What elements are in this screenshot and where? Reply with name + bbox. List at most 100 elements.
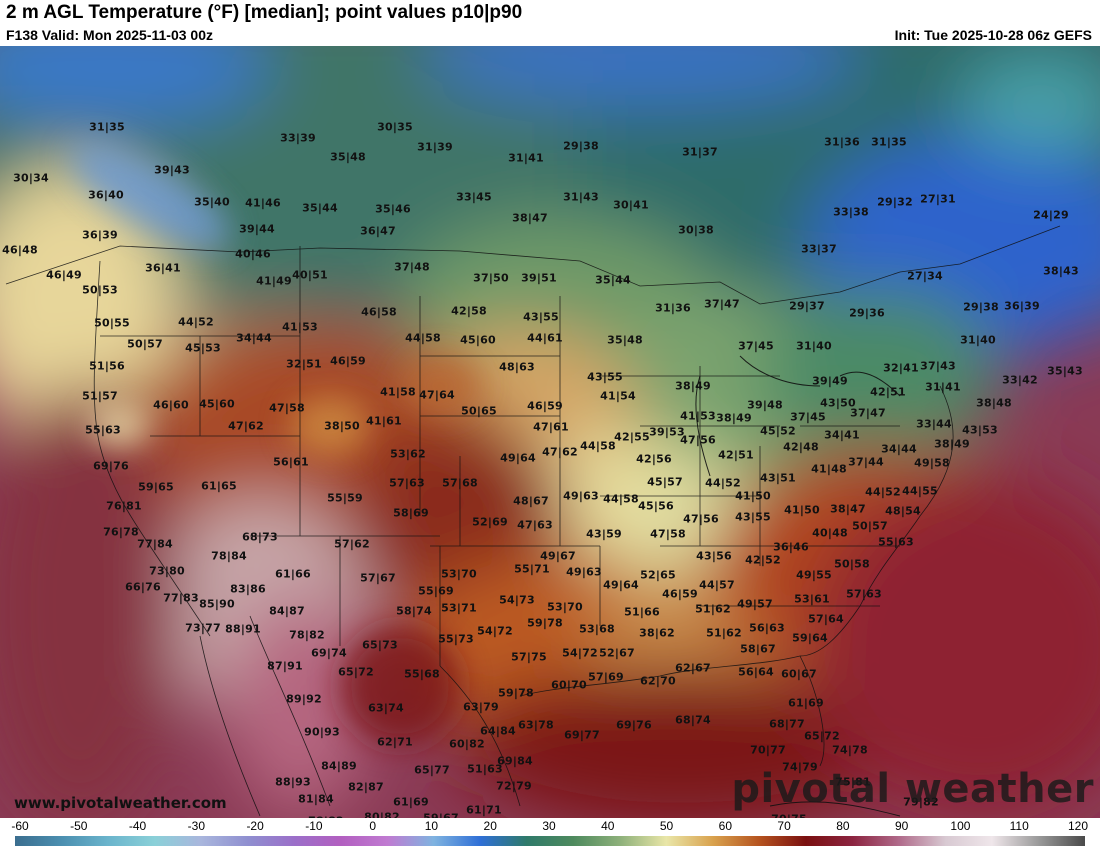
- point-value-label: 78|82: [289, 628, 325, 642]
- colorbar-tick: -30: [187, 819, 205, 833]
- point-value-label: 45|53: [185, 341, 221, 355]
- point-value-label: 47|61: [533, 420, 569, 434]
- point-value-label: 36|40: [88, 188, 124, 202]
- point-value-label: 68|74: [675, 713, 711, 727]
- point-value-label: 37|47: [704, 297, 740, 311]
- point-value-label: 29|36: [849, 306, 885, 320]
- point-value-label: 59|78: [498, 686, 534, 700]
- point-value-label: 43|55: [587, 370, 623, 384]
- point-value-label: 32|41: [883, 361, 919, 375]
- point-value-label: 39|43: [154, 163, 190, 177]
- point-value-label: 49|67: [540, 549, 576, 563]
- point-value-label: 60|67: [781, 667, 817, 681]
- point-value-label: 42|55: [614, 430, 650, 444]
- point-value-label: 88|93: [275, 775, 311, 789]
- point-value-label: 57|75: [511, 650, 547, 664]
- point-value-label: 33|45: [456, 190, 492, 204]
- point-value-label: 44|58: [603, 492, 639, 506]
- point-value-label: 55|63: [878, 535, 914, 549]
- point-value-label: 41|46: [245, 196, 281, 210]
- point-value-label: 38|50: [324, 419, 360, 433]
- point-value-label: 57|69: [588, 670, 624, 684]
- point-value-label: 37|45: [790, 410, 826, 424]
- point-value-label: 70|77: [750, 743, 786, 757]
- point-value-label: 46|59: [662, 587, 698, 601]
- point-value-label: 51|57: [82, 389, 118, 403]
- pivotal-weather-logo: pivotal weather: [731, 766, 1094, 812]
- point-value-label: 88|91: [225, 622, 261, 636]
- point-value-label: 53|61: [794, 592, 830, 606]
- point-value-label: 34|44: [236, 331, 272, 345]
- colorbar-tick: 30: [542, 819, 556, 833]
- point-value-label: 61|66: [275, 567, 311, 581]
- colorbar-tick: 120: [1067, 819, 1089, 833]
- point-value-label: 57|64: [808, 612, 844, 626]
- point-value-label: 30|35: [377, 120, 413, 134]
- point-value-label: 38|47: [512, 211, 548, 225]
- point-value-label: 78|84: [211, 549, 247, 563]
- point-value-label: 50|55: [94, 316, 130, 330]
- point-value-label: 36|46: [773, 540, 809, 554]
- point-value-label: 61|65: [201, 479, 237, 493]
- point-value-label: 73|77: [185, 621, 221, 635]
- point-value-label: 45|56: [638, 499, 674, 513]
- map-header: 2 m AGL Temperature (°F) [median]; point…: [0, 0, 1100, 46]
- point-value-label: 45|60: [199, 397, 235, 411]
- colorbar-tick: 50: [659, 819, 674, 833]
- point-value-label: 32|51: [286, 357, 322, 371]
- point-value-label: 59|78: [527, 616, 563, 630]
- colorbar-tick: -40: [128, 819, 147, 833]
- point-value-label: 85|90: [199, 597, 235, 611]
- point-value-label: 37|43: [920, 359, 956, 373]
- point-value-label: 31|36: [824, 135, 860, 149]
- point-value-label: 29|38: [563, 139, 599, 153]
- point-value-label: 37|45: [738, 339, 774, 353]
- point-value-label: 87|91: [267, 659, 303, 673]
- point-value-label: 65|72: [804, 729, 840, 743]
- point-value-label: 45|57: [647, 475, 683, 489]
- point-value-label: 47|56: [683, 512, 719, 526]
- point-value-label: 49|57: [737, 597, 773, 611]
- point-value-label: 68|77: [769, 717, 805, 731]
- point-value-label: 53|71: [441, 601, 477, 615]
- colorbar-gradient: [15, 836, 1085, 846]
- point-value-label: 89|92: [286, 692, 322, 706]
- point-value-label: 50|53: [82, 283, 118, 297]
- colorbar-tick: 110: [1009, 819, 1029, 833]
- point-value-label: 38|49: [934, 437, 970, 451]
- point-value-label: 47|63: [517, 518, 553, 532]
- point-value-label: 44|57: [699, 578, 735, 592]
- point-value-label: 31|35: [871, 135, 907, 149]
- point-value-label: 55|73: [438, 632, 474, 646]
- point-value-label: 31|41: [508, 151, 544, 165]
- point-value-label: 76|81: [106, 499, 142, 513]
- point-value-label: 38|47: [830, 502, 866, 516]
- point-value-label: 41|53: [680, 409, 716, 423]
- point-value-label: 41|61: [366, 414, 402, 428]
- point-value-label: 31|40: [960, 333, 996, 347]
- colorbar-tick: 90: [894, 819, 909, 833]
- point-value-label: 36|39: [82, 228, 118, 242]
- map-title: 2 m AGL Temperature (°F) [median]; point…: [6, 2, 523, 23]
- point-value-label: 29|32: [877, 195, 913, 209]
- point-value-label: 44|52: [865, 485, 901, 499]
- point-value-label: 49|64: [500, 451, 536, 465]
- point-value-label: 55|59: [327, 491, 363, 505]
- point-value-label: 65|77: [414, 763, 450, 777]
- point-value-label: 37|48: [394, 260, 430, 274]
- point-value-label: 35|46: [375, 202, 411, 216]
- temperature-colorbar: -60 -50 -40 -30 -20 -10 0 10 20 30 40 50 60 70 80 90 100…: [0, 818, 1100, 850]
- point-value-label: 61|69: [393, 795, 429, 809]
- point-value-label: 43|53: [962, 423, 998, 437]
- point-value-label: 38|49: [716, 411, 752, 425]
- point-value-label: 36|47: [360, 224, 396, 238]
- point-value-label: 66|76: [125, 580, 161, 594]
- point-value-label: 49|63: [566, 565, 602, 579]
- point-value-label: 76|78: [103, 525, 139, 539]
- point-value-label: 50|57: [127, 337, 163, 351]
- temperature-map[interactable]: 31|35 33|39 30|35 31|39 35|48 31|41 29|38 31|37…: [0, 46, 1100, 818]
- point-value-label: 63|74: [368, 701, 404, 715]
- point-value-label: 57|63: [846, 587, 882, 601]
- point-value-label: 43|50: [820, 396, 856, 410]
- point-value-label: 73|80: [149, 564, 185, 578]
